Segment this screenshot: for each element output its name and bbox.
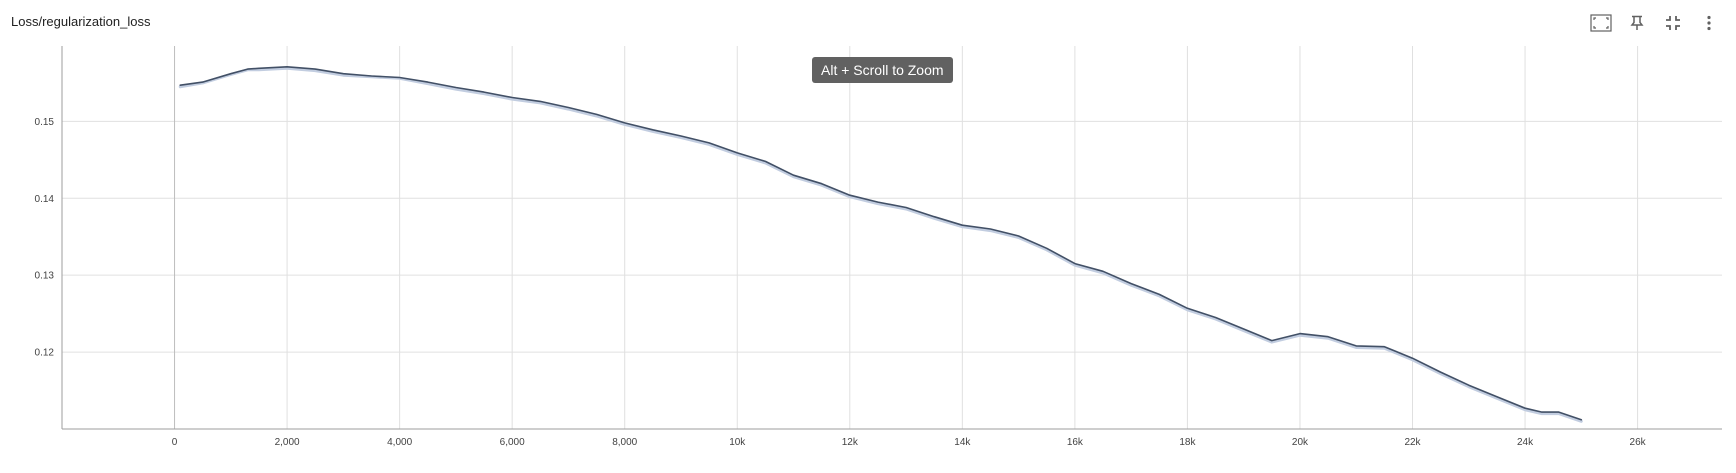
pin-button[interactable] — [1624, 10, 1650, 36]
x-tick-label: 4,000 — [387, 437, 412, 448]
x-tick-label: 12k — [842, 437, 859, 448]
card-toolbar — [1588, 10, 1722, 36]
y-tick-label: 0.14 — [35, 194, 55, 205]
x-tick-label: 26k — [1630, 437, 1647, 448]
x-tick-label: 24k — [1517, 437, 1534, 448]
fit-domain-icon — [1590, 14, 1612, 32]
x-tick-label: 10k — [729, 437, 746, 448]
collapse-button[interactable] — [1660, 10, 1686, 36]
fit-domain-button[interactable] — [1588, 10, 1614, 36]
y-tick-label: 0.15 — [35, 117, 55, 128]
x-tick-label: 14k — [954, 437, 971, 448]
x-tick-label: 22k — [1404, 437, 1421, 448]
smoothed-series-line[interactable] — [179, 66, 1583, 421]
x-tick-label: 8,000 — [612, 437, 637, 448]
x-tick-label: 20k — [1292, 437, 1309, 448]
pin-icon — [1630, 15, 1644, 30]
y-tick-label: 0.12 — [35, 348, 55, 359]
x-tick-label: 18k — [1179, 437, 1196, 448]
chart-title: Loss/regularization_loss — [11, 14, 151, 29]
x-tick-label: 0 — [172, 437, 178, 448]
more-vert-icon — [1707, 15, 1711, 31]
x-tick-label: 6,000 — [500, 437, 525, 448]
zoom-hint-tooltip: Alt + Scroll to Zoom — [812, 57, 953, 83]
x-tick-label: 16k — [1067, 437, 1084, 448]
more-options-button[interactable] — [1696, 10, 1722, 36]
x-tick-label: 2,000 — [275, 437, 300, 448]
y-tick-label: 0.13 — [35, 271, 55, 282]
collapse-icon — [1666, 16, 1680, 30]
